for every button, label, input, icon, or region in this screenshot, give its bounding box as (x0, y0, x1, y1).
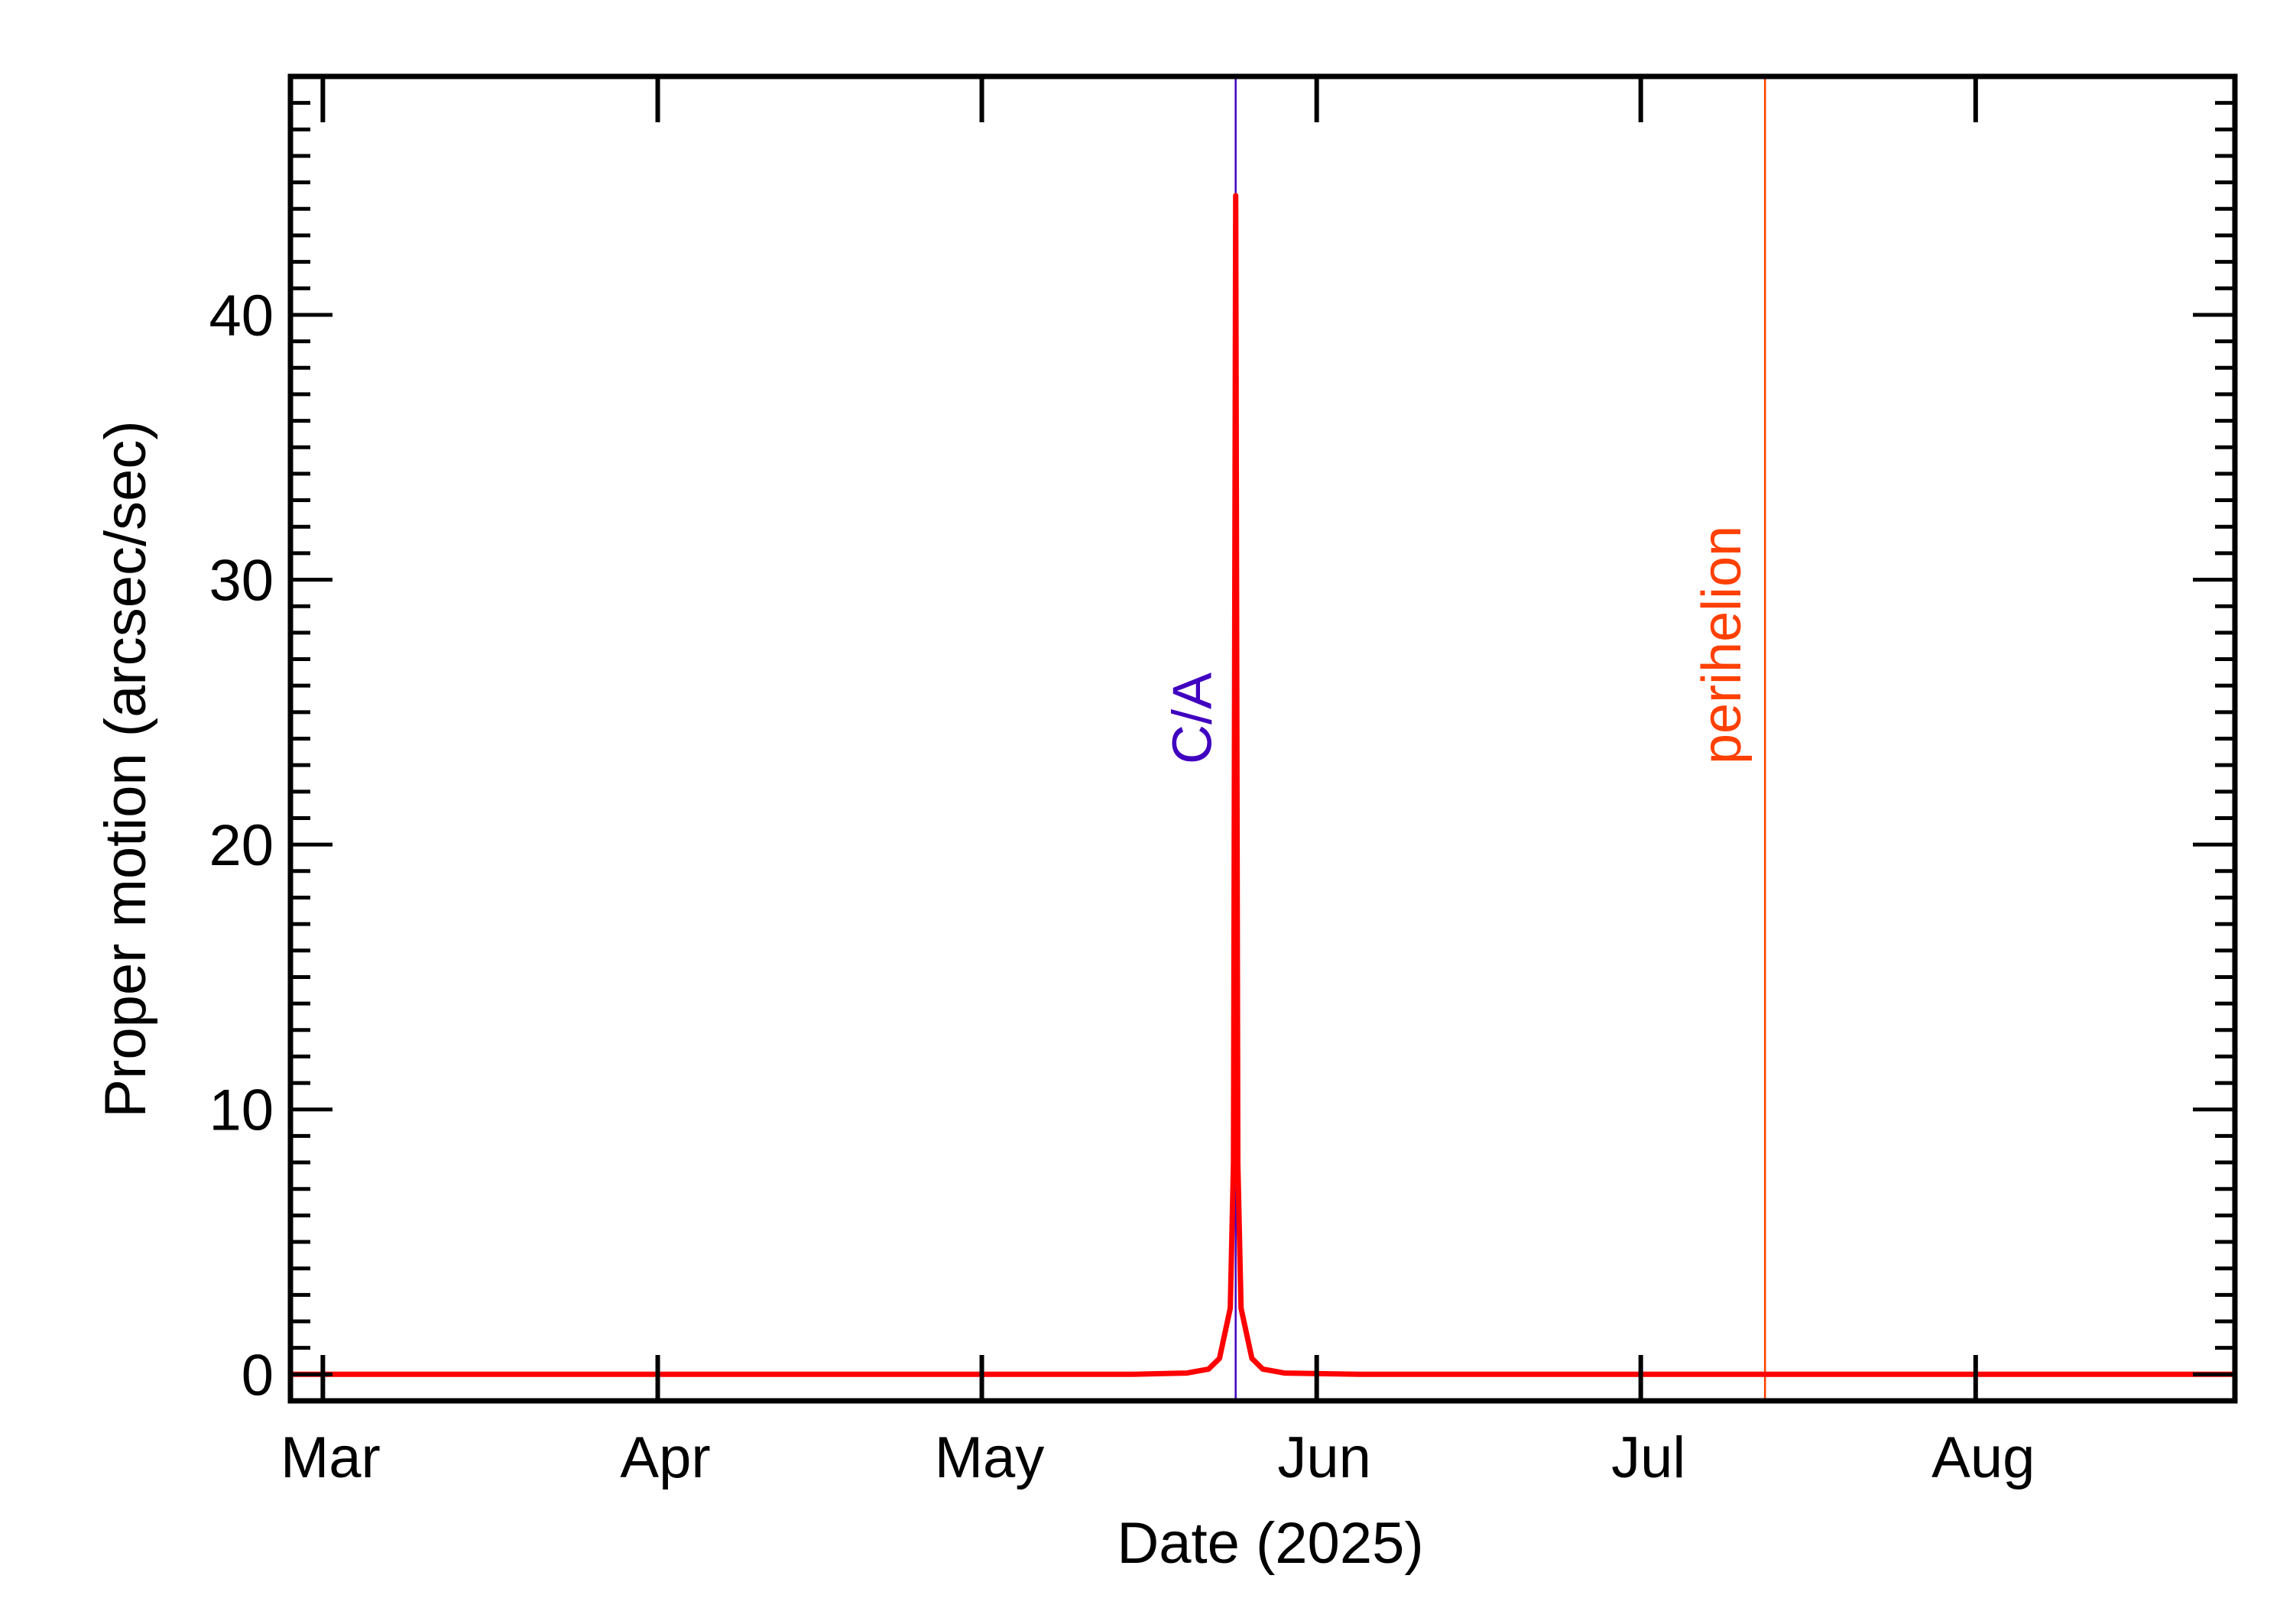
x-tick-label: Apr (620, 1425, 710, 1490)
x-tick-labels: Mar Apr May Jun Jul Aug (281, 1425, 2035, 1490)
x-tick-label: Aug (1931, 1425, 2035, 1490)
plot-frame (287, 73, 2238, 1404)
x-tick-label: Mar (281, 1425, 381, 1490)
series-line (290, 193, 2235, 1377)
y-tick-labels: 0 10 20 30 40 (209, 284, 274, 1408)
tick-layer (290, 74, 2235, 1403)
y-tick-label: 30 (209, 549, 274, 614)
y-tick-label: 40 (209, 284, 274, 348)
y-axis-label: Proper motion (arcsec/sec) (93, 420, 158, 1117)
y-tick-label: 0 (242, 1343, 274, 1408)
x-axis-label: Date (2025) (1117, 1511, 1423, 1576)
series-layer (290, 193, 2235, 1377)
marker-label: C/A (1163, 673, 1224, 764)
event-markers: C/A perihelion (1163, 76, 1766, 1401)
x-tick-label: Jul (1611, 1425, 1685, 1490)
x-tick-label: Jun (1277, 1425, 1371, 1490)
y-tick-label: 20 (209, 813, 274, 878)
marker-label: perihelion (1691, 526, 1753, 764)
x-tick-label: May (935, 1425, 1045, 1490)
y-tick-label: 10 (209, 1078, 274, 1143)
